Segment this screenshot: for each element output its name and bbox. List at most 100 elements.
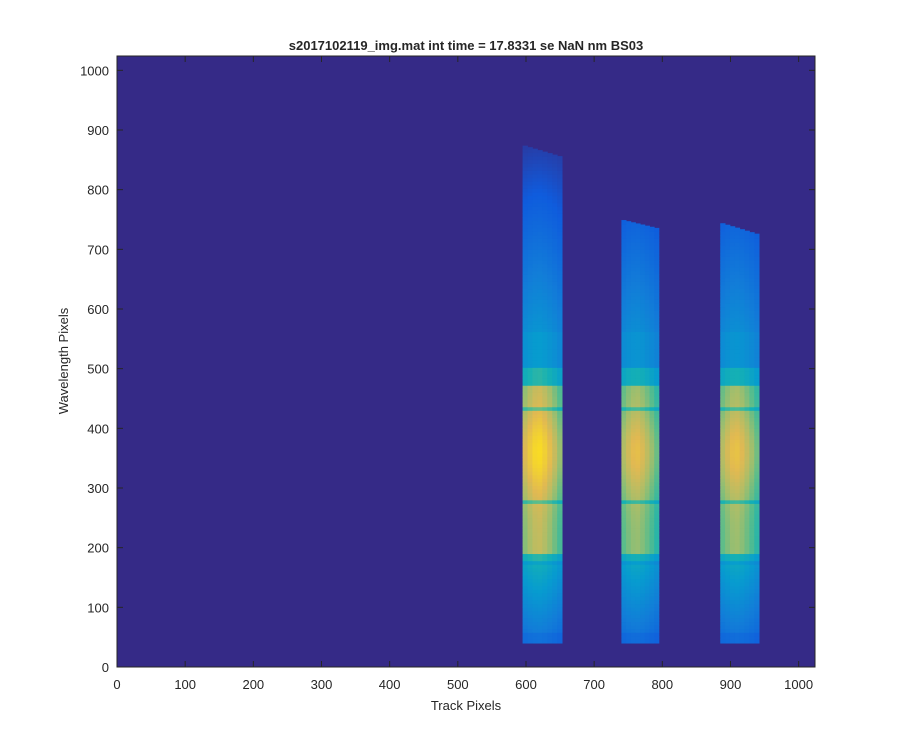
heatmap-cell [532, 163, 538, 168]
heatmap-cell [734, 442, 741, 447]
heatmap-cell [532, 374, 538, 379]
heatmap-cell [552, 345, 558, 350]
heatmap-cell [649, 567, 655, 572]
heatmap-cell [734, 328, 741, 333]
heatmap-cell [644, 331, 650, 336]
heatmap-cell [734, 553, 741, 558]
heatmap-cell [537, 478, 543, 483]
heatmap-cell [542, 435, 548, 440]
heatmap-cell [522, 414, 528, 418]
heatmap-cell [537, 295, 543, 300]
heatmap-cell [552, 539, 558, 544]
heatmap-cell [621, 256, 627, 261]
heatmap-cell [649, 410, 655, 415]
heatmap-cell [739, 496, 745, 501]
heatmap-cell [739, 363, 745, 368]
heatmap-cell [635, 621, 641, 626]
heatmap-cell [537, 349, 543, 354]
heatmap-cell [654, 628, 660, 633]
heatmap-cell [630, 238, 636, 243]
heatmap-cell [644, 492, 650, 497]
heatmap-cell [630, 535, 636, 540]
heatmap-cell [749, 485, 755, 490]
heatmap-cell [729, 528, 736, 533]
heatmap-cell [754, 535, 760, 540]
y-axis-label: Wavelength Pixels [56, 307, 71, 414]
heatmap-cell [644, 635, 650, 640]
heatmap-cell [537, 342, 543, 347]
heatmap-cell [754, 235, 760, 239]
heatmap-cell [532, 199, 538, 204]
heatmap-cell [621, 399, 627, 404]
heatmap-cell [729, 471, 736, 476]
heatmap-cell [547, 403, 553, 408]
heatmap-cell [729, 564, 736, 569]
heatmap-cell [547, 603, 553, 608]
heatmap-cell [552, 532, 558, 537]
heatmap-cell [630, 582, 636, 587]
heatmap-cell [552, 356, 558, 361]
heatmap-cell [725, 635, 731, 640]
heatmap-cell [744, 385, 750, 390]
heatmap-cell [635, 625, 641, 630]
heatmap-cell [720, 281, 726, 286]
heatmap-cell [547, 571, 553, 576]
heatmap-cell [725, 288, 731, 293]
heatmap-cell [749, 585, 755, 590]
heatmap-cell [635, 371, 641, 376]
heatmap-cell [557, 474, 563, 479]
heatmap-cell [557, 446, 563, 451]
heatmap-cell [542, 553, 548, 558]
heatmap-cell [522, 392, 528, 397]
heatmap-cell [720, 539, 726, 544]
heatmap-cell [635, 310, 641, 315]
heatmap-cell [557, 285, 563, 290]
heatmap-cell [547, 610, 553, 615]
heatmap-cell [754, 596, 760, 601]
heatmap-cell [720, 342, 726, 347]
heatmap-cell [749, 313, 755, 318]
heatmap-cell [635, 503, 641, 508]
heatmap-cell [527, 313, 533, 318]
heatmap-cell [626, 639, 632, 644]
heatmap-cell [649, 610, 655, 615]
heatmap-cell [547, 593, 553, 597]
heatmap-cell [734, 635, 741, 640]
heatmap-cell [635, 474, 641, 479]
heatmap-cell [649, 539, 655, 544]
heatmap-cell [626, 245, 632, 250]
heatmap-cell [739, 582, 745, 587]
heatmap-cell [527, 546, 533, 551]
heatmap-cell [542, 503, 548, 508]
heatmap-cell [547, 399, 553, 404]
heatmap-cell [552, 446, 558, 451]
heatmap-cell [754, 439, 760, 444]
heatmap-cell [635, 460, 641, 465]
heatmap-cell [644, 292, 650, 297]
heatmap-cell [621, 467, 627, 472]
heatmap-cell [729, 306, 736, 311]
heatmap-cell [626, 324, 632, 329]
heatmap-cell [734, 360, 741, 365]
heatmap-cell [635, 478, 641, 483]
heatmap-cell [739, 460, 745, 465]
heatmap-cell [537, 417, 543, 422]
heatmap-cell [537, 406, 543, 411]
heatmap-cell [542, 156, 548, 161]
heatmap-cell [729, 267, 736, 272]
heatmap-cell [522, 299, 528, 304]
x-tick-label: 500 [447, 677, 469, 692]
heatmap-cell [621, 378, 627, 383]
heatmap-cell [749, 317, 755, 322]
heatmap-cell [537, 238, 543, 243]
heatmap-cell [654, 478, 660, 483]
heatmap-cell [644, 274, 650, 279]
heatmap-cell [644, 371, 650, 376]
heatmap-cell [522, 456, 528, 461]
heatmap-cell [522, 439, 528, 444]
heatmap-cell [644, 596, 650, 601]
heatmap-cell [557, 388, 563, 393]
heatmap-cell [754, 517, 760, 522]
heatmap-cell [522, 317, 528, 322]
heatmap-cell [557, 288, 563, 293]
